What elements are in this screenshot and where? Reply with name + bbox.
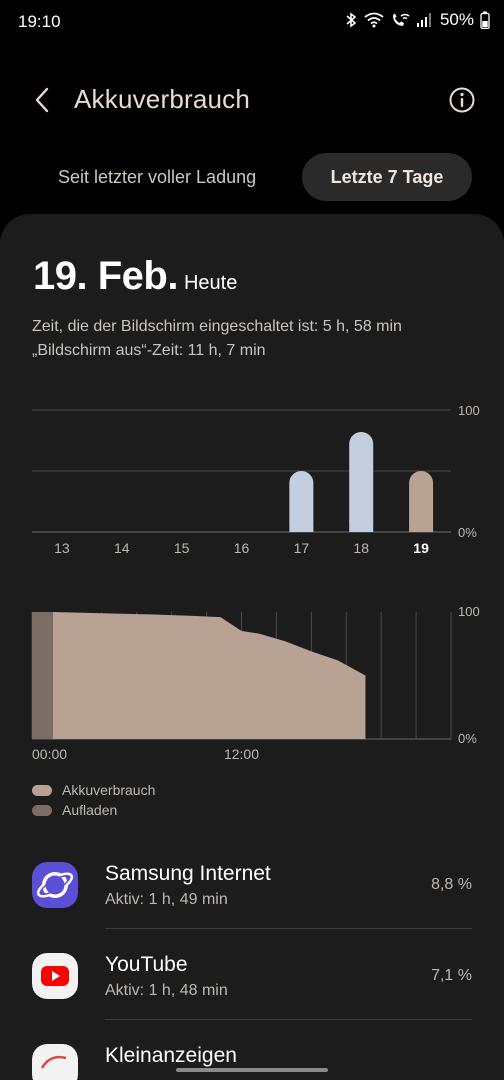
divider bbox=[105, 1019, 472, 1020]
x-tick-label: 15 bbox=[174, 540, 190, 556]
x-tick-label: 13 bbox=[54, 540, 70, 556]
legend-swatch-charging bbox=[32, 804, 52, 816]
legend-swatch-usage bbox=[32, 784, 52, 796]
x-tick-label: 00:00 bbox=[32, 746, 67, 762]
list-item-samsung-internet[interactable]: Samsung Internet Aktiv: 1 h, 49 min 8,8 … bbox=[0, 838, 504, 929]
date-label: Heute bbox=[183, 272, 238, 294]
tab-since-last-charge[interactable]: Seit letzter voller Ladung bbox=[58, 167, 257, 187]
app-usage-percent: 7,1 % bbox=[431, 967, 472, 984]
samsung-internet-icon bbox=[32, 862, 78, 908]
usage-area bbox=[52, 612, 366, 739]
y-tick-label: 0% bbox=[458, 525, 477, 540]
bar-base bbox=[289, 520, 314, 532]
youtube-icon bbox=[32, 953, 78, 999]
app-name: Kleinanzeigen bbox=[105, 1044, 237, 1067]
y-tick-label: 100 bbox=[458, 604, 480, 619]
x-tick-label: 18 bbox=[353, 540, 369, 556]
navigation-handle[interactable] bbox=[176, 1068, 328, 1072]
screen-on-time: Zeit, die der Bildschirm eingeschaltet i… bbox=[32, 318, 402, 335]
status-bar: 19:10 50% bbox=[0, 0, 504, 44]
signal-icon bbox=[416, 13, 431, 27]
list-item-youtube[interactable]: YouTube Aktiv: 1 h, 48 min 7,1 % bbox=[0, 929, 504, 1020]
legend-item-charging: Aufladen bbox=[32, 800, 155, 820]
legend-item-usage: Akkuverbrauch bbox=[32, 780, 155, 800]
x-tick-label: 17 bbox=[294, 540, 310, 556]
charging-area bbox=[32, 612, 53, 739]
kleinanzeigen-icon bbox=[32, 1044, 78, 1080]
app-name: YouTube bbox=[105, 953, 188, 976]
x-tick-label: 12:00 bbox=[224, 746, 259, 762]
screen-time-summary: Zeit, die der Bildschirm eingeschaltet i… bbox=[32, 315, 402, 363]
divider bbox=[105, 928, 472, 929]
bar-base bbox=[409, 520, 434, 532]
screen-off-time: „Bildschirm aus“-Zeit: 11 h, 7 min bbox=[32, 342, 266, 359]
chart-legend: Akkuverbrauch Aufladen bbox=[32, 780, 155, 820]
bar bbox=[289, 471, 314, 532]
info-button[interactable] bbox=[444, 82, 480, 118]
bar-base bbox=[349, 520, 374, 532]
legend-label-usage: Akkuverbrauch bbox=[62, 782, 156, 798]
legend-label-charging: Aufladen bbox=[62, 802, 118, 818]
status-icons: 50% bbox=[344, 10, 490, 30]
chevron-left-icon bbox=[35, 87, 49, 113]
list-item-kleinanzeigen[interactable]: Kleinanzeigen bbox=[0, 1020, 504, 1080]
tab-last-7-days[interactable]: Letzte 7 Tage bbox=[302, 153, 472, 201]
app-name: Samsung Internet bbox=[105, 862, 271, 885]
back-button[interactable] bbox=[24, 82, 60, 118]
y-tick-label: 0% bbox=[458, 731, 477, 746]
x-tick-label: 19 bbox=[413, 540, 429, 556]
app-usage-list: Samsung Internet Aktiv: 1 h, 49 min 8,8 … bbox=[0, 838, 504, 1080]
weekly-usage-chart[interactable]: 100 0% 13 14 15 16 17 18 19 bbox=[0, 395, 504, 565]
bar bbox=[409, 471, 434, 532]
bar bbox=[349, 431, 374, 532]
app-bar: Akkuverbrauch bbox=[0, 70, 504, 130]
wifi-icon bbox=[364, 12, 384, 28]
battery-level: 50% bbox=[439, 10, 474, 29]
page-title: Akkuverbrauch bbox=[74, 84, 251, 114]
status-time: 19:10 bbox=[18, 12, 61, 31]
bluetooth-icon bbox=[346, 12, 357, 28]
info-icon bbox=[449, 87, 475, 113]
date-day: 19. Feb. bbox=[33, 254, 178, 298]
app-active-time: Aktiv: 1 h, 48 min bbox=[105, 982, 228, 999]
app-usage-percent: 8,8 % bbox=[431, 876, 472, 893]
date-heading: 19. Feb. Heute bbox=[33, 254, 237, 299]
wifi-calling-icon bbox=[392, 13, 410, 26]
period-tabs: Seit letzter voller Ladung Letzte 7 Tage bbox=[0, 153, 504, 201]
app-active-time: Aktiv: 1 h, 49 min bbox=[105, 891, 228, 908]
x-tick-label: 16 bbox=[234, 540, 250, 556]
battery-icon bbox=[480, 11, 490, 29]
x-tick-label: 14 bbox=[114, 540, 130, 556]
daily-battery-level-chart[interactable]: 100 0% 00:00 12:00 bbox=[0, 600, 504, 770]
y-tick-label: 100 bbox=[458, 403, 480, 418]
